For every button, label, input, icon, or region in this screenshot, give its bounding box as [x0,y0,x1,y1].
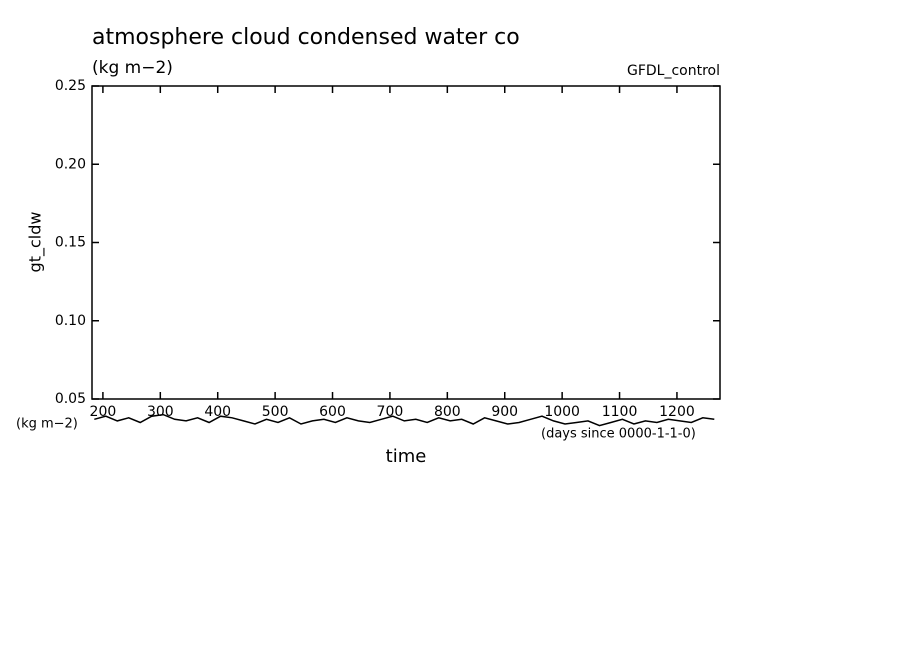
x-tick-label: 700 [377,404,404,420]
x-tick-label: 1200 [659,404,695,420]
x-tick-label: 1000 [544,404,580,420]
y-tick-label: 0.05 [55,391,86,407]
x-tick-label: 1100 [602,404,638,420]
y-tick-label: 0.10 [55,313,86,329]
x-tick-label: 600 [319,404,346,420]
chart-title: atmosphere cloud condensed water co [92,25,520,50]
x-units: (days since 0000-1-1-0) [541,427,696,442]
x-tick-label: 800 [434,404,461,420]
y-tick-label: 0.25 [55,78,86,94]
x-axis-label: time [386,446,427,467]
y-units: (kg m−2) [16,417,78,432]
chart-subtitle: (kg m−2) [92,58,173,78]
data-line [94,413,715,427]
x-tick-label: 200 [90,404,117,420]
x-tick-label: 500 [262,404,289,420]
y-tick-label: 0.15 [55,235,86,251]
y-axis-label: gt_cldw [26,212,46,273]
x-tick-label: 900 [491,404,518,420]
source-label: GFDL_control [627,63,720,79]
y-tick-label: 0.20 [55,156,86,172]
